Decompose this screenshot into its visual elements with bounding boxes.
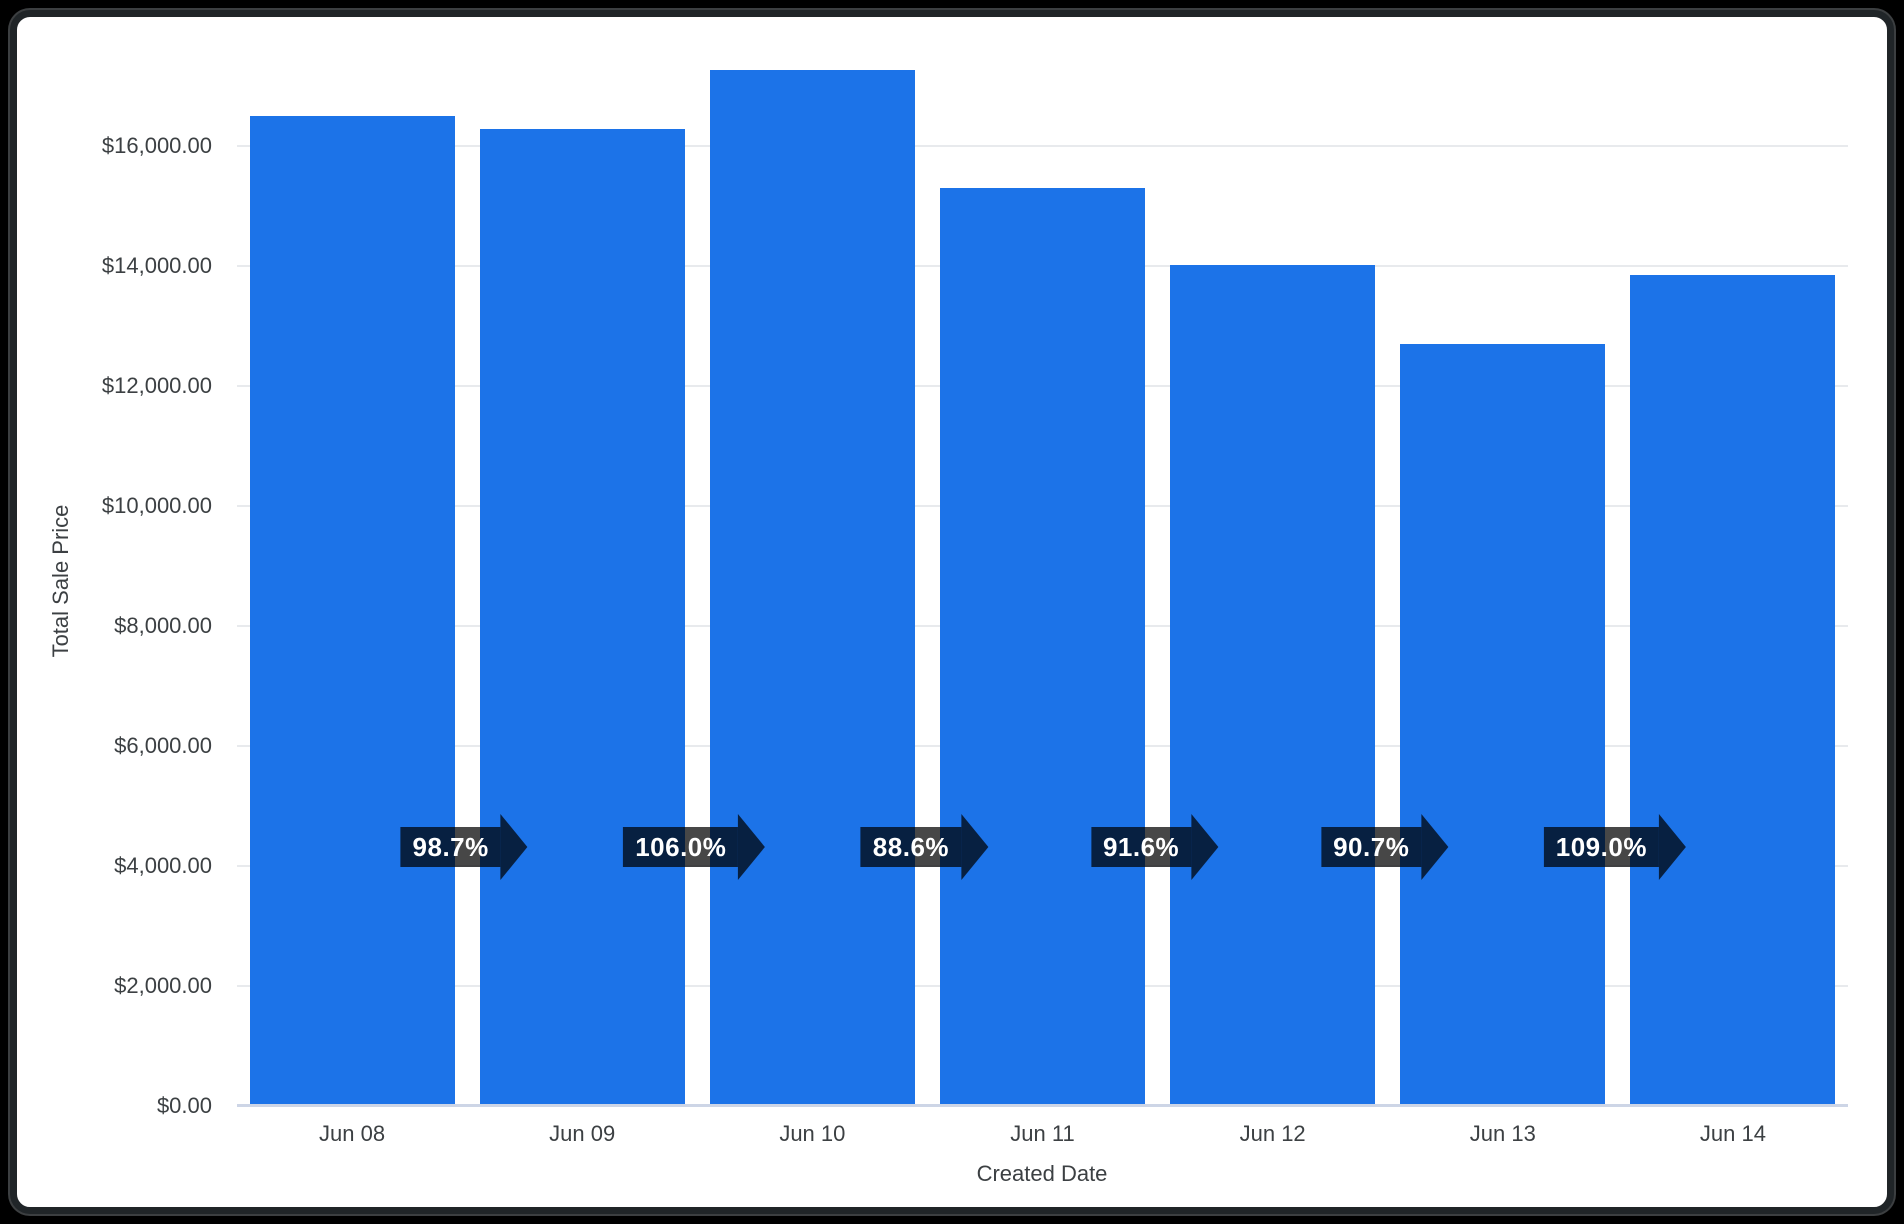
percent-change-label: 91.6% bbox=[1090, 827, 1192, 867]
percent-change-label: 90.7% bbox=[1321, 827, 1422, 867]
y-axis-tick-label: $0.00 bbox=[156, 1093, 212, 1118]
bar-jun-08[interactable] bbox=[249, 116, 455, 1104]
y-axis-tick-label: $16,000.00 bbox=[101, 133, 212, 158]
bar-jun-13[interactable] bbox=[1400, 343, 1606, 1104]
percent-change-label: 106.0% bbox=[623, 827, 739, 867]
bar-jun-09[interactable] bbox=[479, 128, 685, 1104]
arrow-right-icon bbox=[1191, 814, 1219, 880]
y-axis-tick-label: $14,000.00 bbox=[101, 253, 212, 278]
bar-jun-11[interactable] bbox=[940, 188, 1145, 1104]
percent-change-arrow: 109.0% bbox=[1543, 814, 1686, 880]
y-axis-tick-label: $2,000.00 bbox=[114, 973, 212, 998]
arrow-right-icon bbox=[738, 814, 766, 880]
x-axis-tick-label: Jun 11 bbox=[1010, 1121, 1075, 1146]
x-axis-tick-label: Jun 10 bbox=[779, 1121, 846, 1146]
x-axis-line bbox=[237, 1104, 1848, 1107]
x-axis-tick-label: Jun 13 bbox=[1469, 1121, 1536, 1146]
x-axis-tick-label: Jun 08 bbox=[319, 1121, 386, 1146]
percent-change-label: 109.0% bbox=[1543, 827, 1659, 867]
y-axis-tick-label: $12,000.00 bbox=[101, 373, 212, 398]
bar-jun-14[interactable] bbox=[1630, 274, 1836, 1104]
bar-jun-12[interactable] bbox=[1170, 265, 1376, 1104]
arrow-right-icon bbox=[961, 814, 989, 880]
arrow-right-icon bbox=[500, 814, 528, 880]
arrow-right-icon bbox=[1658, 814, 1686, 880]
bar-jun-10[interactable] bbox=[709, 70, 915, 1104]
gridline bbox=[237, 145, 1848, 147]
x-axis-tick-label: Jun 09 bbox=[549, 1121, 616, 1146]
percent-change-arrow: 91.6% bbox=[1090, 814, 1219, 880]
percent-change-label: 88.6% bbox=[860, 827, 962, 867]
y-axis-tick-label: $4,000.00 bbox=[114, 853, 212, 878]
percent-change-arrow: 90.7% bbox=[1321, 814, 1449, 880]
percent-change-arrow: 98.7% bbox=[400, 814, 528, 880]
percent-change-arrow: 106.0% bbox=[623, 814, 766, 880]
x-axis-tick-label: Jun 14 bbox=[1699, 1121, 1766, 1146]
y-axis-tick-label: $6,000.00 bbox=[114, 733, 212, 758]
y-axis-tick-label: $10,000.00 bbox=[101, 493, 212, 518]
y-axis-title: Total Sale Price bbox=[48, 504, 73, 658]
percent-change-arrow: 88.6% bbox=[860, 814, 989, 880]
y-axis-tick-label: $8,000.00 bbox=[114, 613, 212, 638]
x-axis-tick-label: Jun 12 bbox=[1239, 1121, 1306, 1146]
x-axis-title: Created Date bbox=[976, 1161, 1108, 1186]
percent-change-label: 98.7% bbox=[400, 827, 501, 867]
arrow-right-icon bbox=[1421, 814, 1449, 880]
